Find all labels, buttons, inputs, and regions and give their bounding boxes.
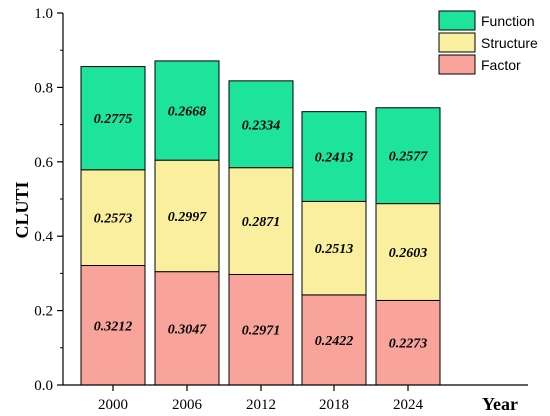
legend-label-function: Function — [481, 13, 535, 29]
x-tick-label-2006: 2006 — [172, 397, 203, 413]
data-label-function-2000: 0.2775 — [94, 112, 133, 127]
y-tick-label: 0.8 — [34, 80, 53, 96]
data-label-function-2006: 0.2668 — [168, 105, 207, 120]
y-axis-title: CLUTI — [12, 181, 32, 238]
data-label-structure-2012: 0.2871 — [242, 215, 281, 230]
bar-structure-2006 — [154, 159, 220, 273]
bar-function-2012 — [228, 80, 294, 169]
x-axis-title: Year — [482, 394, 518, 414]
bar-factor-2006 — [154, 271, 220, 386]
legend-label-structure: Structure — [481, 35, 538, 51]
legend: Function Structure Factor — [438, 10, 538, 75]
data-label-function-2018: 0.2413 — [315, 151, 354, 166]
data-label-structure-2024: 0.2603 — [389, 246, 428, 261]
data-label-structure-2000: 0.2573 — [94, 212, 133, 227]
x-tick-label-2018: 2018 — [319, 397, 349, 413]
bar-factor-2024 — [375, 299, 441, 386]
legend-swatch-function — [438, 10, 476, 31]
x-tick-label-2024: 2024 — [393, 397, 424, 413]
bar-structure-2012 — [228, 167, 294, 275]
data-label-function-2012: 0.2334 — [242, 118, 281, 133]
axes: 0.0 0.2 0.4 0.6 0.8 1.0 2000 2006 2012 2018 2024 — [34, 6, 528, 413]
data-label-factor-2018: 0.2422 — [315, 334, 354, 349]
plot-area: 0.3212 0.2573 0.2775 0.3047 0.2997 0.2668 0.29… — [80, 60, 441, 386]
bar-structure-2000 — [80, 169, 146, 267]
bar-function-2006 — [154, 60, 220, 161]
y-tick-label: 0.4 — [34, 229, 53, 245]
x-tick-label-2012: 2012 — [246, 397, 276, 413]
data-label-structure-2006: 0.2997 — [168, 210, 208, 225]
data-label-function-2024: 0.2577 — [389, 150, 429, 165]
y-tick-label: 0.6 — [34, 155, 53, 171]
data-label-factor-2012: 0.2971 — [242, 324, 281, 339]
x-tick-label-2000: 2000 — [98, 397, 128, 413]
legend-swatch-factor — [438, 54, 476, 75]
data-label-structure-2018: 0.2513 — [315, 242, 354, 257]
bar-structure-2018 — [301, 200, 367, 296]
data-label-factor-2006: 0.3047 — [168, 322, 208, 337]
bar-function-2018 — [301, 111, 367, 202]
y-tick-label: 0.2 — [34, 304, 53, 320]
y-tick-label: 1.0 — [34, 6, 53, 22]
data-label-factor-2024: 0.2273 — [389, 337, 428, 352]
bar-factor-2000 — [80, 265, 146, 386]
bar-function-2024 — [375, 107, 441, 205]
legend-swatch-structure — [438, 32, 476, 53]
bar-factor-2018 — [301, 294, 367, 386]
legend-label-factor: Factor — [481, 57, 521, 73]
y-tick-label: 0.0 — [34, 378, 53, 394]
data-label-factor-2000: 0.3212 — [94, 319, 133, 334]
bar-function-2000 — [80, 66, 146, 171]
